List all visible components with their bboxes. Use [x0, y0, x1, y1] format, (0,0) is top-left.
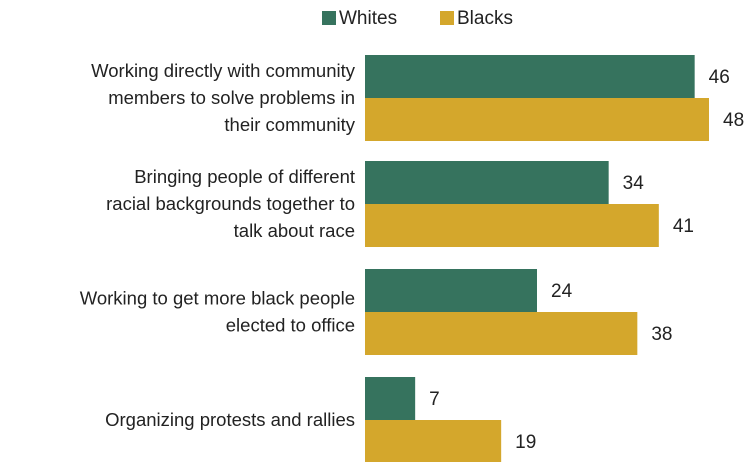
bar-whites [365, 269, 537, 312]
value-label-whites: 24 [551, 281, 573, 302]
category-label: talk about race [234, 220, 355, 241]
value-label-whites: 46 [709, 67, 730, 88]
bar-blacks [365, 312, 638, 355]
legend-swatch-blacks [440, 11, 454, 25]
category-label: members to solve problems in [108, 87, 355, 108]
value-label-blacks: 41 [673, 216, 694, 237]
value-label-whites: 34 [623, 173, 645, 194]
bar-whites [365, 377, 416, 420]
value-label-blacks: 48 [723, 110, 744, 131]
category-label: Working directly with community [91, 60, 356, 81]
bar-whites [365, 161, 609, 204]
legend-label-blacks: Blacks [457, 8, 513, 29]
bar-blacks [365, 204, 659, 247]
category-label: Organizing protests and rallies [105, 409, 355, 430]
bar-blacks [365, 98, 709, 141]
category-label: Working to get more black people [80, 288, 355, 309]
category-label: Bringing people of different [134, 166, 355, 187]
category-label: elected to office [226, 315, 355, 336]
bar-whites [365, 55, 695, 98]
bar-group: 34 41 Bringing people of different racial b… [106, 161, 694, 247]
value-label-whites: 7 [429, 389, 440, 410]
legend-label-whites: Whites [339, 8, 397, 29]
bar-group: 46 48 Working directly with community membe… [91, 55, 744, 141]
bar-blacks [365, 420, 502, 462]
category-label: their community [224, 114, 355, 135]
bar-group: 24 38 Working to get more black people elec… [80, 269, 672, 355]
legend: Whites Blacks [322, 8, 513, 29]
bar-group: 7 19 Organizing protests and rallies [105, 377, 536, 462]
category-label: racial backgrounds together to [106, 193, 355, 214]
legend-swatch-whites [322, 11, 336, 25]
value-label-blacks: 19 [515, 432, 536, 453]
value-label-blacks: 38 [651, 324, 672, 345]
